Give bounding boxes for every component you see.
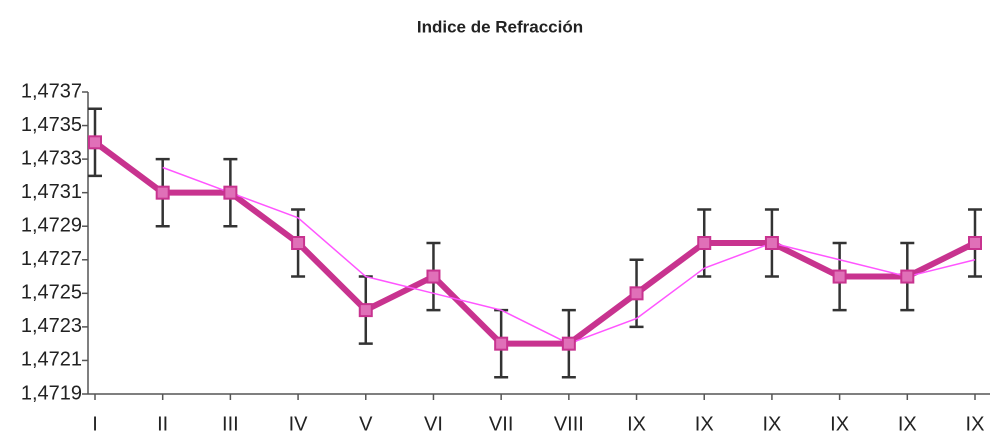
x-tick-label: V <box>359 413 373 435</box>
x-tick-label: I <box>92 413 98 435</box>
y-tick-label: 1,4723 <box>21 315 82 337</box>
y-tick-label: 1,4731 <box>21 181 82 203</box>
marker <box>223 185 238 200</box>
y-tick-label: 1,4727 <box>21 248 82 270</box>
marker <box>968 236 982 250</box>
marker <box>697 236 712 250</box>
marker <box>900 269 915 284</box>
y-tick-label: 1,4721 <box>21 349 82 371</box>
y-tick-label: 1,4729 <box>21 215 82 237</box>
y-tick-label: 1,4737 <box>21 80 82 102</box>
y-tick-label: 1,4733 <box>21 147 82 169</box>
marker <box>88 135 102 150</box>
x-tick-label: VII <box>489 413 513 435</box>
y-tick-label: 1,4719 <box>21 382 82 404</box>
marker <box>832 269 847 284</box>
line <box>93 139 977 347</box>
x-tick-label: IX <box>966 413 985 435</box>
marker <box>629 286 644 301</box>
x-tick-label: VI <box>424 413 443 435</box>
x-tick-label: IX <box>762 413 781 435</box>
y-tick-label: 1,4725 <box>21 282 82 304</box>
x-tick-label: IX <box>627 413 646 435</box>
x-tick-label: IX <box>695 413 714 435</box>
x-tick-label: IX <box>898 413 917 435</box>
chart-title: Indice de Refracción <box>417 17 583 36</box>
x-tick-label: III <box>222 413 239 435</box>
x-tick-label: IX <box>830 413 849 435</box>
marker <box>561 336 576 351</box>
x-tick-label: II <box>157 413 168 435</box>
marker <box>426 269 441 284</box>
marker <box>764 236 779 250</box>
marker <box>358 303 373 318</box>
x-tick-label: IV <box>289 413 309 435</box>
x-tick-label: VIII <box>554 413 584 435</box>
marker <box>155 185 170 200</box>
marker <box>291 236 306 250</box>
y-tick-label: 1,4735 <box>21 114 82 136</box>
marker <box>494 336 509 351</box>
